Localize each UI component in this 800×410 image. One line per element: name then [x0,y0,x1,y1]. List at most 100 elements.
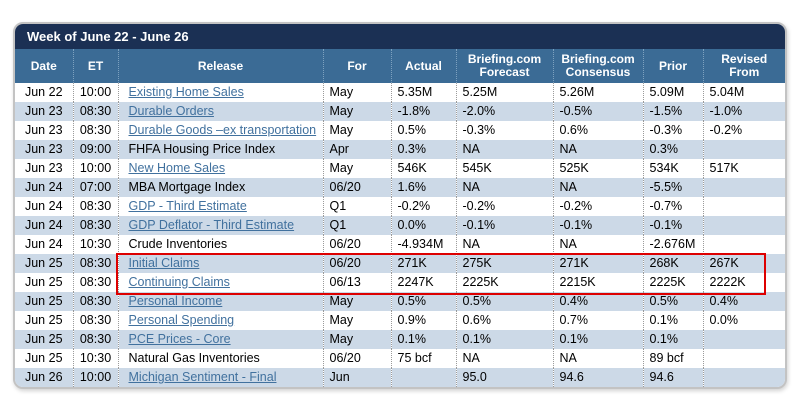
cell-prior: -5.5% [642,178,703,197]
cell-forecast: -0.1% [455,216,553,235]
release-link[interactable]: Initial Claims [128,256,200,270]
column-header-row: Date ET Release For Actual Briefing.com Forec… [15,49,785,83]
cell-prior: -2.676M [642,235,703,254]
release-link[interactable]: Existing Home Sales [128,85,244,99]
cell-prior: -0.1% [642,216,703,235]
cell-release: MBA Mortgage Index [117,178,323,197]
release-link[interactable]: Personal Spending [128,313,235,327]
cell-release: GDP Deflator - Third Estimate [117,216,323,235]
column-header-actual: Actual [390,49,456,83]
cell-forp: 06/20 [322,254,391,273]
cell-consensus: 0.7% [552,311,643,330]
cell-forecast: 0.6% [455,311,553,330]
table-row: Jun 25 08:30 Initial Claims 06/20 271K 275K 27… [15,254,785,273]
cell-forp: May [322,330,391,349]
cell-consensus: -0.2% [552,197,643,216]
cell-consensus: 2215K [552,273,643,292]
cell-forecast: -0.3% [455,121,553,140]
cell-revised: 267K [702,254,785,273]
cell-date: Jun 25 [24,294,63,308]
cell-prior: 0.3% [642,140,703,159]
cell-release: Personal Income [117,292,323,311]
release-link[interactable]: Durable Goods –ex transportation [128,123,317,137]
cell-date: Jun 24 [24,199,63,213]
cell-forp: Q1 [322,216,391,235]
cell-consensus: 271K [552,254,643,273]
cell-release: FHFA Housing Price Index [117,140,323,159]
column-header-date: Date [15,49,73,83]
cell-revised [702,197,785,216]
cell-prior: -0.7% [642,197,703,216]
cell-consensus: 5.26M [552,83,643,102]
economic-calendar-panel: Week of June 22 - June 26 Date ET Release F… [13,22,787,389]
cell-et: 08:30 [72,121,118,140]
cell-revised: -1.0% [702,102,785,121]
table-row: Jun 24 10:30 Crude Inventories 06/20 -4.934M… [15,235,785,254]
cell-release: GDP - Third Estimate [117,197,323,216]
cell-date: Jun 23 [24,161,63,175]
release-link[interactable]: GDP Deflator - Third Estimate [128,218,295,232]
cell-consensus: NA [552,140,643,159]
table-row: Jun 25 08:30 Personal Spending May 0.9% 0.6% 0… [15,311,785,330]
cell-revised: 0.0% [702,311,785,330]
cell-revised [702,178,785,197]
cell-forp: Apr [322,140,391,159]
release-link[interactable]: Continuing Claims [128,275,230,289]
cell-consensus: 525K [552,159,643,178]
release-link[interactable]: Personal Income [128,294,223,308]
column-header-forecast: Briefing.com Forecast [455,49,553,83]
cell-actual: -4.934M [390,235,456,254]
table-row: Jun 24 07:00 MBA Mortgage Index 06/20 1.6% NA… [15,178,785,197]
cell-consensus: -0.1% [552,216,643,235]
cell-et: 08:30 [72,254,118,273]
cell-revised: 2222K [702,273,785,292]
cell-forp: May [322,102,391,121]
cell-prior: 2225K [642,273,703,292]
cell-forecast: 95.0 [455,368,553,387]
cell-actual: 2247K [390,273,456,292]
cell-prior: 534K [642,159,703,178]
table-row: Jun 23 08:30 Durable Orders May -1.8% -2.0% -0… [15,102,785,121]
cell-forecast: 5.25M [455,83,553,102]
table-row: Jun 23 09:00 FHFA Housing Price Index Apr 0.… [15,140,785,159]
cell-release: Michigan Sentiment - Final [117,368,323,387]
cell-actual: 0.3% [390,140,456,159]
cell-et: 08:30 [72,197,118,216]
cell-forp: May [322,159,391,178]
cell-revised: 517K [702,159,785,178]
cell-et: 10:30 [72,349,118,368]
cell-actual: 0.0% [390,216,456,235]
table-row: Jun 24 08:30 GDP - Third Estimate Q1 -0.2% -0… [15,197,785,216]
table-row: Jun 23 08:30 Durable Goods –ex transportat… [15,121,785,140]
cell-actual: 0.5% [390,121,456,140]
cell-prior: 0.1% [642,330,703,349]
cell-forecast: NA [455,140,553,159]
cell-et: 08:30 [72,311,118,330]
cell-date: Jun 24 [24,180,63,194]
release-link[interactable]: PCE Prices - Core [128,332,231,346]
cell-forecast: 0.1% [455,330,553,349]
release-link[interactable]: GDP - Third Estimate [128,199,247,213]
cell-date: Jun 23 [24,142,63,156]
cell-revised [702,330,785,349]
cell-actual: 5.35M [390,83,456,102]
cell-revised [702,140,785,159]
cell-forp: 06/20 [322,349,391,368]
cell-actual: 271K [390,254,456,273]
release-link[interactable]: Durable Orders [128,104,214,118]
cell-et: 09:00 [72,140,118,159]
cell-prior: 0.5% [642,292,703,311]
cell-revised [702,368,785,387]
cell-release: Personal Spending [117,311,323,330]
cell-forp: Q1 [322,197,391,216]
cell-prior: 268K [642,254,703,273]
cell-date: Jun 22 [24,85,63,99]
release-link[interactable]: Michigan Sentiment - Final [128,370,277,384]
table-row: Jun 25 08:30 Continuing Claims 06/13 2247K 22… [15,273,785,292]
cell-forecast: -0.2% [455,197,553,216]
cell-consensus: NA [552,235,643,254]
cell-et: 10:00 [72,83,118,102]
table-row: Jun 24 08:30 GDP Deflator - Third Estimate… [15,216,785,235]
cell-revised [702,235,785,254]
release-link[interactable]: New Home Sales [128,161,226,175]
